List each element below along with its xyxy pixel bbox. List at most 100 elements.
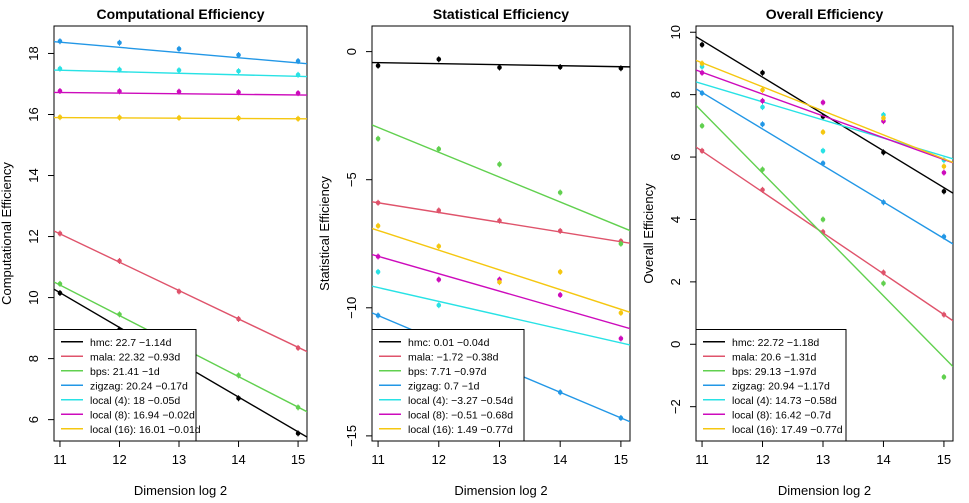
data-point bbox=[699, 90, 705, 96]
data-point bbox=[618, 241, 624, 247]
data-point bbox=[760, 187, 765, 193]
series-3 bbox=[372, 124, 630, 247]
fit-line bbox=[372, 201, 630, 244]
fit-line bbox=[372, 253, 630, 330]
data-point bbox=[295, 116, 301, 122]
y-tick-label: 8 bbox=[668, 91, 683, 98]
data-point bbox=[57, 88, 63, 94]
y-tick-label: −15 bbox=[344, 425, 359, 447]
data-point bbox=[557, 292, 563, 298]
series-6 bbox=[54, 87, 307, 97]
data-point bbox=[760, 98, 765, 104]
panel-1: Computational Efficiency 11 12 13 14 15 Dimens… bbox=[0, 6, 308, 498]
data-point bbox=[941, 170, 947, 175]
x-tick-label: 14 bbox=[876, 452, 890, 467]
data-point bbox=[497, 218, 502, 223]
data-point bbox=[117, 312, 122, 317]
data-point bbox=[236, 52, 241, 58]
fit-line bbox=[54, 91, 307, 96]
data-point bbox=[436, 57, 442, 62]
chart-title: Statistical Efficiency bbox=[433, 6, 569, 22]
data-point bbox=[176, 46, 182, 52]
series-2 bbox=[696, 146, 953, 322]
data-point bbox=[760, 87, 765, 93]
data-point bbox=[436, 208, 442, 213]
data-point bbox=[618, 415, 624, 421]
data-point bbox=[436, 277, 442, 282]
y-axis-label: Overall Efficiency bbox=[641, 183, 656, 284]
series-2 bbox=[54, 230, 307, 353]
data-point bbox=[497, 162, 502, 167]
data-point bbox=[699, 61, 705, 66]
x-tick-label: 14 bbox=[553, 452, 567, 467]
data-point bbox=[760, 104, 765, 110]
data-point bbox=[699, 42, 705, 48]
series-7 bbox=[372, 222, 630, 316]
data-point bbox=[941, 374, 947, 380]
legend-label: local (16): 17.49 −0.77d bbox=[732, 424, 843, 436]
y-tick-label: −5 bbox=[344, 172, 359, 187]
legend-label: local (16): 1.49 −0.77d bbox=[408, 424, 513, 436]
data-point bbox=[375, 269, 381, 275]
x-tick-label: 13 bbox=[172, 452, 186, 467]
data-point bbox=[557, 390, 563, 395]
fit-line bbox=[372, 285, 630, 346]
x-tick-label: 12 bbox=[755, 452, 769, 467]
data-point bbox=[236, 115, 241, 121]
data-point bbox=[176, 89, 182, 94]
data-point bbox=[820, 100, 826, 105]
data-point bbox=[881, 281, 886, 286]
data-point bbox=[375, 63, 381, 69]
x-tick-label: 15 bbox=[614, 452, 628, 467]
data-point bbox=[375, 254, 381, 259]
fit-line bbox=[696, 146, 953, 322]
data-point bbox=[117, 89, 122, 94]
legend-label: hmc: 0.01 −0.04d bbox=[408, 337, 490, 349]
x-tick-label: 11 bbox=[371, 452, 385, 467]
data-point bbox=[375, 136, 381, 142]
data-point bbox=[699, 70, 705, 76]
data-point bbox=[57, 114, 63, 120]
y-axis-label: Computational Efficiency bbox=[0, 162, 14, 305]
y-tick-label: −2 bbox=[668, 399, 683, 414]
x-tick-label: 11 bbox=[53, 452, 67, 467]
legend-label: bps: 21.41 −1d bbox=[90, 366, 160, 378]
data-point bbox=[557, 228, 563, 234]
data-point bbox=[176, 289, 182, 294]
data-point bbox=[557, 269, 563, 275]
data-point bbox=[820, 129, 826, 135]
fit-line bbox=[696, 69, 953, 164]
fit-line bbox=[54, 69, 307, 78]
data-point bbox=[760, 167, 765, 172]
y-tick-label: 2 bbox=[668, 278, 683, 285]
y-tick-label: 12 bbox=[26, 229, 41, 243]
series-6 bbox=[372, 253, 630, 342]
data-point bbox=[436, 146, 442, 152]
legend-label: local (8): 16.94 −0.02d bbox=[90, 409, 195, 421]
data-point bbox=[375, 223, 381, 229]
legend-label: local (8): −0.51 −0.68d bbox=[408, 409, 513, 421]
series-6 bbox=[696, 69, 953, 176]
y-tick-label: 6 bbox=[668, 153, 683, 160]
data-point bbox=[820, 217, 826, 222]
chart-title: Overall Efficiency bbox=[766, 6, 884, 22]
data-point bbox=[236, 89, 241, 95]
data-point bbox=[375, 200, 381, 206]
legend-label: bps: 7.71 −0.97d bbox=[408, 366, 487, 378]
data-point bbox=[236, 68, 241, 74]
data-point bbox=[236, 395, 241, 401]
legend-label: local (4): −3.27 −0.54d bbox=[408, 395, 513, 407]
y-tick-label: 0 bbox=[344, 48, 359, 55]
x-tick-label: 12 bbox=[112, 452, 126, 467]
y-axis-label: Statistical Efficiency bbox=[317, 176, 332, 291]
legend-label: hmc: 22.72 −1.18d bbox=[732, 337, 819, 349]
data-point bbox=[881, 115, 886, 121]
fit-line bbox=[54, 40, 307, 65]
data-point bbox=[618, 65, 624, 71]
x-axis-label: Dimension log 2 bbox=[134, 483, 227, 498]
y-tick-label: 16 bbox=[26, 107, 41, 121]
data-point bbox=[881, 270, 886, 275]
data-point bbox=[436, 302, 442, 308]
data-point bbox=[176, 67, 182, 73]
